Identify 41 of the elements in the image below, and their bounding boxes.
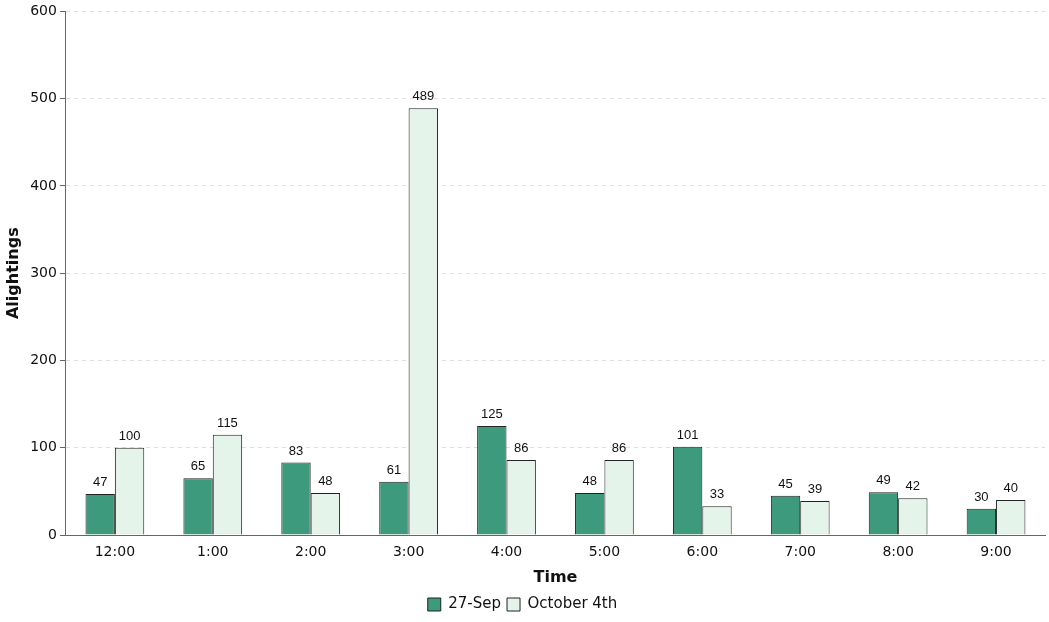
data-label: 47 [92,474,108,490]
x-tick-label: 6:00 [686,543,719,560]
data-label: 61 [386,461,402,477]
data-label: 48 [318,473,333,489]
data-label: 45 [778,475,793,491]
x-tick-label: 2:00 [294,543,327,560]
data-label: 48 [582,473,597,489]
y-axis-title: Alightings [2,227,22,320]
data-label: 39 [807,481,823,497]
x-tick-label: 5:00 [588,543,621,560]
data-label: 42 [905,478,921,494]
data-label: 115 [217,414,238,430]
y-tick-label: 0 [48,525,57,542]
legend-label: 27-Sep [448,594,502,613]
x-tick-label: 8:00 [882,543,914,560]
data-label: 125 [480,405,503,421]
data-label: 489 [412,88,435,104]
x-tick-label: 9:00 [980,543,1012,560]
legend-label: October 4th [527,594,618,613]
data-label: 86 [513,440,529,456]
x-axis-title: Time [533,566,578,586]
data-label: 101 [676,426,699,442]
data-label: 86 [611,440,627,456]
y-tick-label: 300 [30,263,57,280]
data-label: 33 [709,486,725,502]
data-label: 100 [118,427,141,443]
y-tick-label: 400 [30,176,57,193]
x-tick-label: 3:00 [392,543,425,560]
y-tick-label: 500 [30,89,57,106]
data-label: 40 [1003,480,1018,496]
data-label: 30 [974,488,989,504]
y-tick-label: 200 [30,351,57,368]
y-tick-label: 600 [30,2,57,19]
x-tick-label: 4:00 [490,543,523,560]
data-label: 83 [288,442,304,458]
data-label: 49 [876,472,891,488]
x-tick-label: 7:00 [784,543,816,560]
x-tick-label: 1:00 [197,543,229,560]
y-tick-label: 100 [30,438,57,455]
data-label: 65 [190,458,206,474]
x-tick-label: 12:00 [94,543,136,560]
